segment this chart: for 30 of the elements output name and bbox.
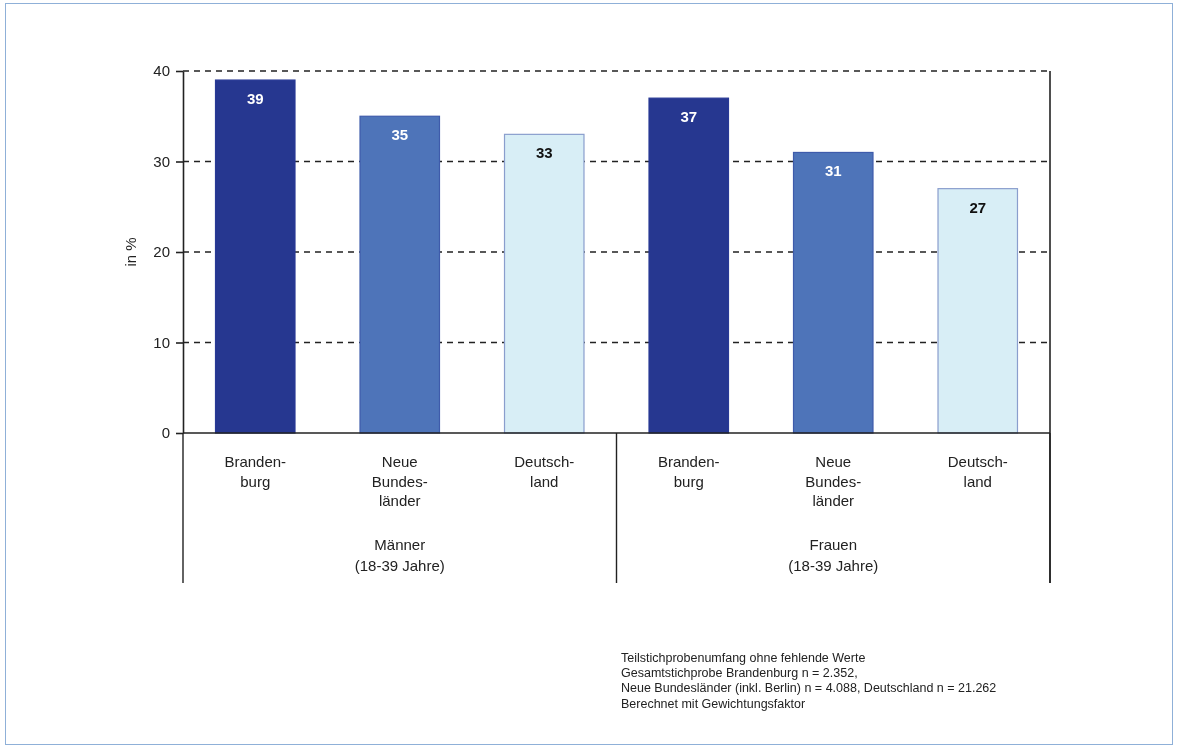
text: Gesamtstichprobe Brandenburg n = 2.352, <box>621 666 858 681</box>
text: Berechnet mit Gewichtungsfaktor <box>621 696 806 711</box>
text: Deutsch- land <box>947 453 1008 490</box>
data-label: 33 <box>535 144 553 162</box>
text: Branden- burg <box>657 453 720 490</box>
y-tick-label: 0 <box>161 424 170 442</box>
series-label: Deutsch- land <box>514 453 575 490</box>
bar <box>359 115 441 434</box>
bar <box>648 97 730 434</box>
bar <box>792 151 874 434</box>
y-tick-label: 40 <box>153 62 170 80</box>
bar <box>503 133 585 434</box>
text: Teilstichprobenumfang ohne fehlende Werte <box>621 651 866 665</box>
y-tick-label: 10 <box>153 333 170 351</box>
x-tick-label: Männer (18-39 Jahre) <box>354 536 445 574</box>
data-label: 37 <box>680 108 698 126</box>
y-axis-title: in % <box>122 237 139 267</box>
data-label: 35 <box>391 126 409 144</box>
text: Neue Bundes- länder <box>805 453 862 509</box>
series-label: Branden- burg <box>224 453 287 490</box>
y-tick-label: 20 <box>153 243 170 261</box>
series-label: Neue Bundes- länder <box>371 453 428 509</box>
text: Neue Bundesländer (inkl. Berlin) n = 4.088, Deutschland n = 21.262 <box>621 681 997 696</box>
data-label: 31 <box>824 162 842 180</box>
y-tick-label: 30 <box>153 152 170 170</box>
data-label: 27 <box>969 198 987 216</box>
x-tick-label: Frauen (18-39 Jahre) <box>788 536 879 574</box>
bar <box>937 188 1019 434</box>
bar <box>214 79 296 434</box>
data-label: 39 <box>246 90 264 108</box>
